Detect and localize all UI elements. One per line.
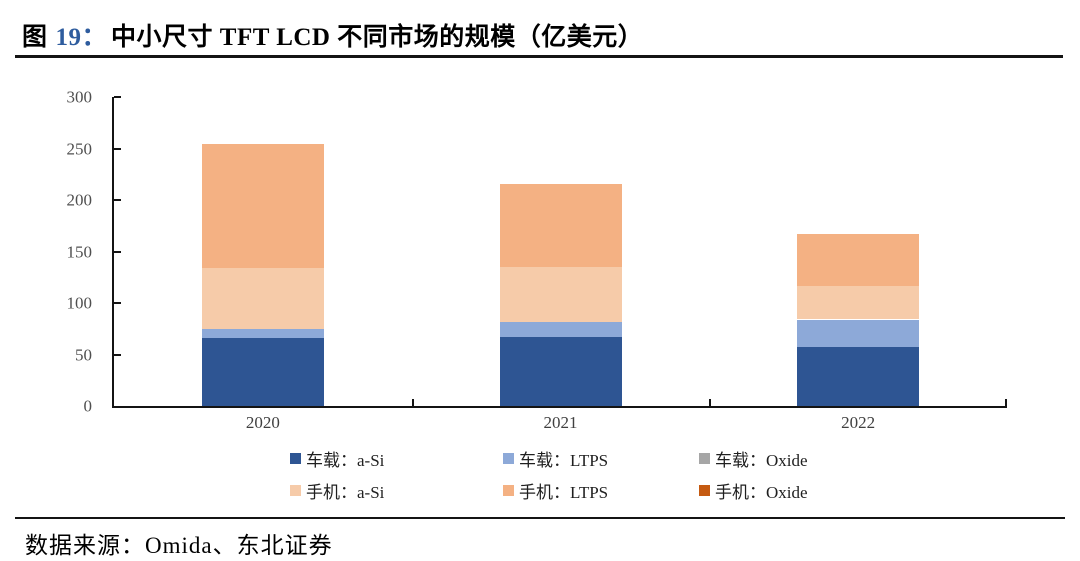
y-axis-tick-label: 300 xyxy=(66,87,93,107)
legend-item: 手机：a-Si xyxy=(290,479,503,502)
legend-label: 车载：a-Si xyxy=(306,451,385,470)
y-axis-tick-label: 200 xyxy=(66,190,93,210)
x-axis-tick xyxy=(1005,399,1007,406)
bar-segment xyxy=(201,144,324,268)
bar-segment xyxy=(201,267,324,329)
legend-item: 车载：Oxide xyxy=(699,447,919,470)
legend-label: 车载：Oxide xyxy=(715,451,808,470)
legend-swatch xyxy=(699,453,710,464)
y-axis-tick xyxy=(114,199,121,201)
figure-number: 19： xyxy=(55,24,108,51)
figure-title-text: 中小尺寸 TFT LCD 不同市场的规模（亿美元） xyxy=(111,24,644,51)
y-axis-tick xyxy=(114,96,121,98)
data-source-text: 数据来源：Omida、东北证券 xyxy=(25,533,333,558)
y-axis-tick xyxy=(114,302,121,304)
legend-swatch xyxy=(503,453,514,464)
plot-area: 0 50 100 150 200 250 300 2020 2021 2022 xyxy=(67,89,1007,432)
x-axis-tick-label: 2022 xyxy=(841,413,876,432)
legend-label: 车载：LTPS xyxy=(519,451,609,470)
figure-prefix: 图 xyxy=(22,24,48,51)
x-axis-tick xyxy=(411,399,414,406)
legend-item: 手机：LTPS xyxy=(503,479,699,502)
title-divider-line xyxy=(15,55,1063,58)
figure-title: 图 19： 中小尺寸 TFT LCD 不同市场的规模（亿美元） xyxy=(22,17,643,53)
bar-segment xyxy=(499,183,622,267)
legend-label: 手机：LTPS xyxy=(519,483,609,502)
legend-swatch xyxy=(290,485,301,496)
x-axis-tick-label: 2021 xyxy=(543,413,578,432)
y-axis-tick-label: 150 xyxy=(66,242,93,261)
legend-item: 车载：LTPS xyxy=(503,447,699,470)
bar-segment xyxy=(797,285,920,320)
bar-segment xyxy=(797,347,920,406)
bar-segment xyxy=(499,321,622,337)
legend-swatch xyxy=(290,453,301,464)
legend: 车载：a-Si 车载：LTPS 车载：Oxide 手机：a-Si 手机：LTPS 手机：O… xyxy=(290,447,919,502)
y-axis-tick xyxy=(114,250,121,253)
y-axis-tick-label: 50 xyxy=(75,345,92,364)
y-axis-tick-label: 100 xyxy=(66,293,93,313)
bar-segment xyxy=(201,328,324,339)
legend-swatch xyxy=(503,485,514,496)
y-axis-tick-label: 250 xyxy=(66,139,93,158)
x-axis-tick xyxy=(709,399,712,406)
legend-item: 车载：a-Si xyxy=(290,447,503,470)
legend-swatch xyxy=(699,485,710,496)
x-axis-tick-label: 2020 xyxy=(245,413,280,432)
y-axis-tick xyxy=(114,147,121,150)
legend-label: 手机：a-Si xyxy=(306,483,385,502)
y-axis-tick-label: 0 xyxy=(83,396,93,416)
legend-label: 手机：Oxide xyxy=(715,483,808,502)
bar-segment xyxy=(201,338,324,406)
bar-segment xyxy=(499,266,622,322)
legend-item: 手机：Oxide xyxy=(699,479,919,502)
footer-divider-line xyxy=(15,517,1065,519)
bar-segment xyxy=(797,319,920,348)
y-axis-tick xyxy=(114,353,121,356)
bar-segment xyxy=(499,337,622,406)
bar-segment xyxy=(797,234,920,286)
